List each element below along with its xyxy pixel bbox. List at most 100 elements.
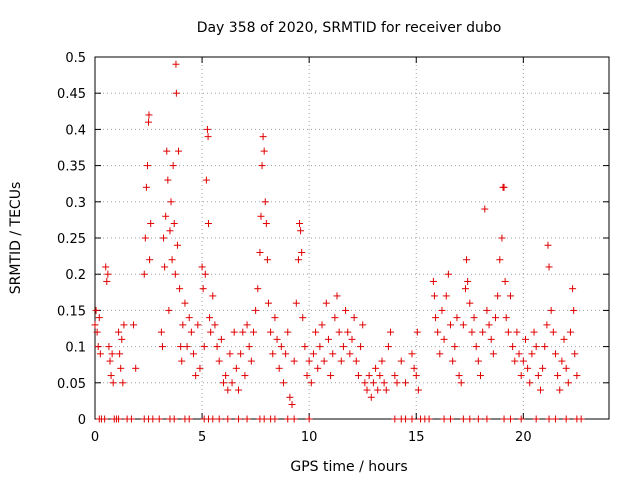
data-point xyxy=(176,285,184,293)
data-point xyxy=(259,133,267,141)
data-point xyxy=(213,343,221,351)
data-point xyxy=(196,364,204,372)
data-point xyxy=(451,343,459,351)
plot-frame xyxy=(94,56,610,420)
data-point xyxy=(324,335,332,343)
data-point xyxy=(271,415,279,423)
y-tick-label: 0.1 xyxy=(65,341,86,356)
data-point xyxy=(296,220,304,228)
data-point xyxy=(530,328,538,336)
data-point xyxy=(288,401,296,409)
data-point xyxy=(329,350,337,358)
data-point xyxy=(149,415,157,423)
data-point xyxy=(168,256,176,264)
data-point xyxy=(501,277,509,285)
data-point xyxy=(187,328,195,336)
data-point xyxy=(453,314,461,322)
data-point xyxy=(562,364,570,372)
data-point xyxy=(562,415,570,423)
data-point xyxy=(155,415,163,423)
data-point xyxy=(232,364,240,372)
data-point xyxy=(203,125,211,133)
data-point xyxy=(382,386,390,394)
data-point xyxy=(181,299,189,307)
data-point xyxy=(354,372,362,380)
data-point xyxy=(172,60,180,68)
data-point xyxy=(206,314,214,322)
data-point xyxy=(442,292,450,300)
data-point xyxy=(494,292,502,300)
data-point xyxy=(551,415,559,423)
data-point xyxy=(105,343,113,351)
data-point xyxy=(391,372,399,380)
data-point xyxy=(318,321,326,329)
data-point xyxy=(116,350,124,358)
data-point xyxy=(506,415,514,423)
data-points xyxy=(91,60,585,423)
data-point xyxy=(93,328,101,336)
data-point xyxy=(577,415,585,423)
data-point xyxy=(393,379,401,387)
data-point xyxy=(412,372,420,380)
data-point xyxy=(171,270,179,278)
data-point xyxy=(220,379,227,387)
data-point xyxy=(183,343,191,351)
data-point xyxy=(130,321,138,329)
data-point xyxy=(556,386,564,394)
data-point xyxy=(201,270,209,278)
data-point xyxy=(245,343,253,351)
data-point xyxy=(539,364,547,372)
chart-title: Day 358 of 2020, SRMTID for receiver dub… xyxy=(197,20,502,36)
data-point xyxy=(449,357,457,365)
data-point xyxy=(226,350,234,358)
data-point xyxy=(175,147,183,155)
data-point xyxy=(380,379,388,387)
data-point xyxy=(198,263,206,271)
data-point xyxy=(161,263,169,271)
data-point xyxy=(479,328,487,336)
data-point xyxy=(569,285,577,293)
y-axis-label: SRMTID / TECUs xyxy=(8,182,24,295)
data-point xyxy=(534,372,542,380)
data-point xyxy=(297,227,305,235)
data-point xyxy=(483,306,491,314)
data-point xyxy=(273,335,281,343)
data-point xyxy=(275,364,283,372)
data-point xyxy=(528,350,536,358)
data-point xyxy=(299,314,307,322)
data-point xyxy=(378,357,386,365)
y-tick-label: 0.05 xyxy=(57,377,86,392)
data-point xyxy=(483,415,491,423)
data-point xyxy=(498,234,506,242)
data-point xyxy=(564,379,572,387)
data-point xyxy=(243,415,251,423)
data-point xyxy=(96,350,104,358)
y-tick-label: 0.45 xyxy=(57,87,86,102)
data-point xyxy=(215,357,223,365)
data-point xyxy=(264,299,272,307)
data-point xyxy=(102,263,110,271)
data-point xyxy=(120,321,128,329)
data-point xyxy=(489,350,497,358)
data-point xyxy=(541,343,549,351)
data-point xyxy=(145,111,153,119)
data-point xyxy=(143,162,151,170)
data-point xyxy=(118,335,126,343)
data-point xyxy=(402,379,410,387)
data-point xyxy=(472,343,480,351)
data-point xyxy=(517,372,525,380)
data-point xyxy=(491,314,499,322)
data-point xyxy=(177,343,185,351)
data-point xyxy=(468,328,476,336)
data-point xyxy=(551,350,559,358)
data-point xyxy=(566,328,574,336)
data-point xyxy=(414,386,422,394)
data-point xyxy=(192,372,200,380)
data-point xyxy=(147,220,155,228)
data-point xyxy=(290,357,298,365)
data-point xyxy=(277,343,285,351)
x-tick-label: 10 xyxy=(301,430,318,445)
data-point xyxy=(119,379,127,387)
data-point xyxy=(204,133,212,141)
data-point xyxy=(305,357,313,365)
